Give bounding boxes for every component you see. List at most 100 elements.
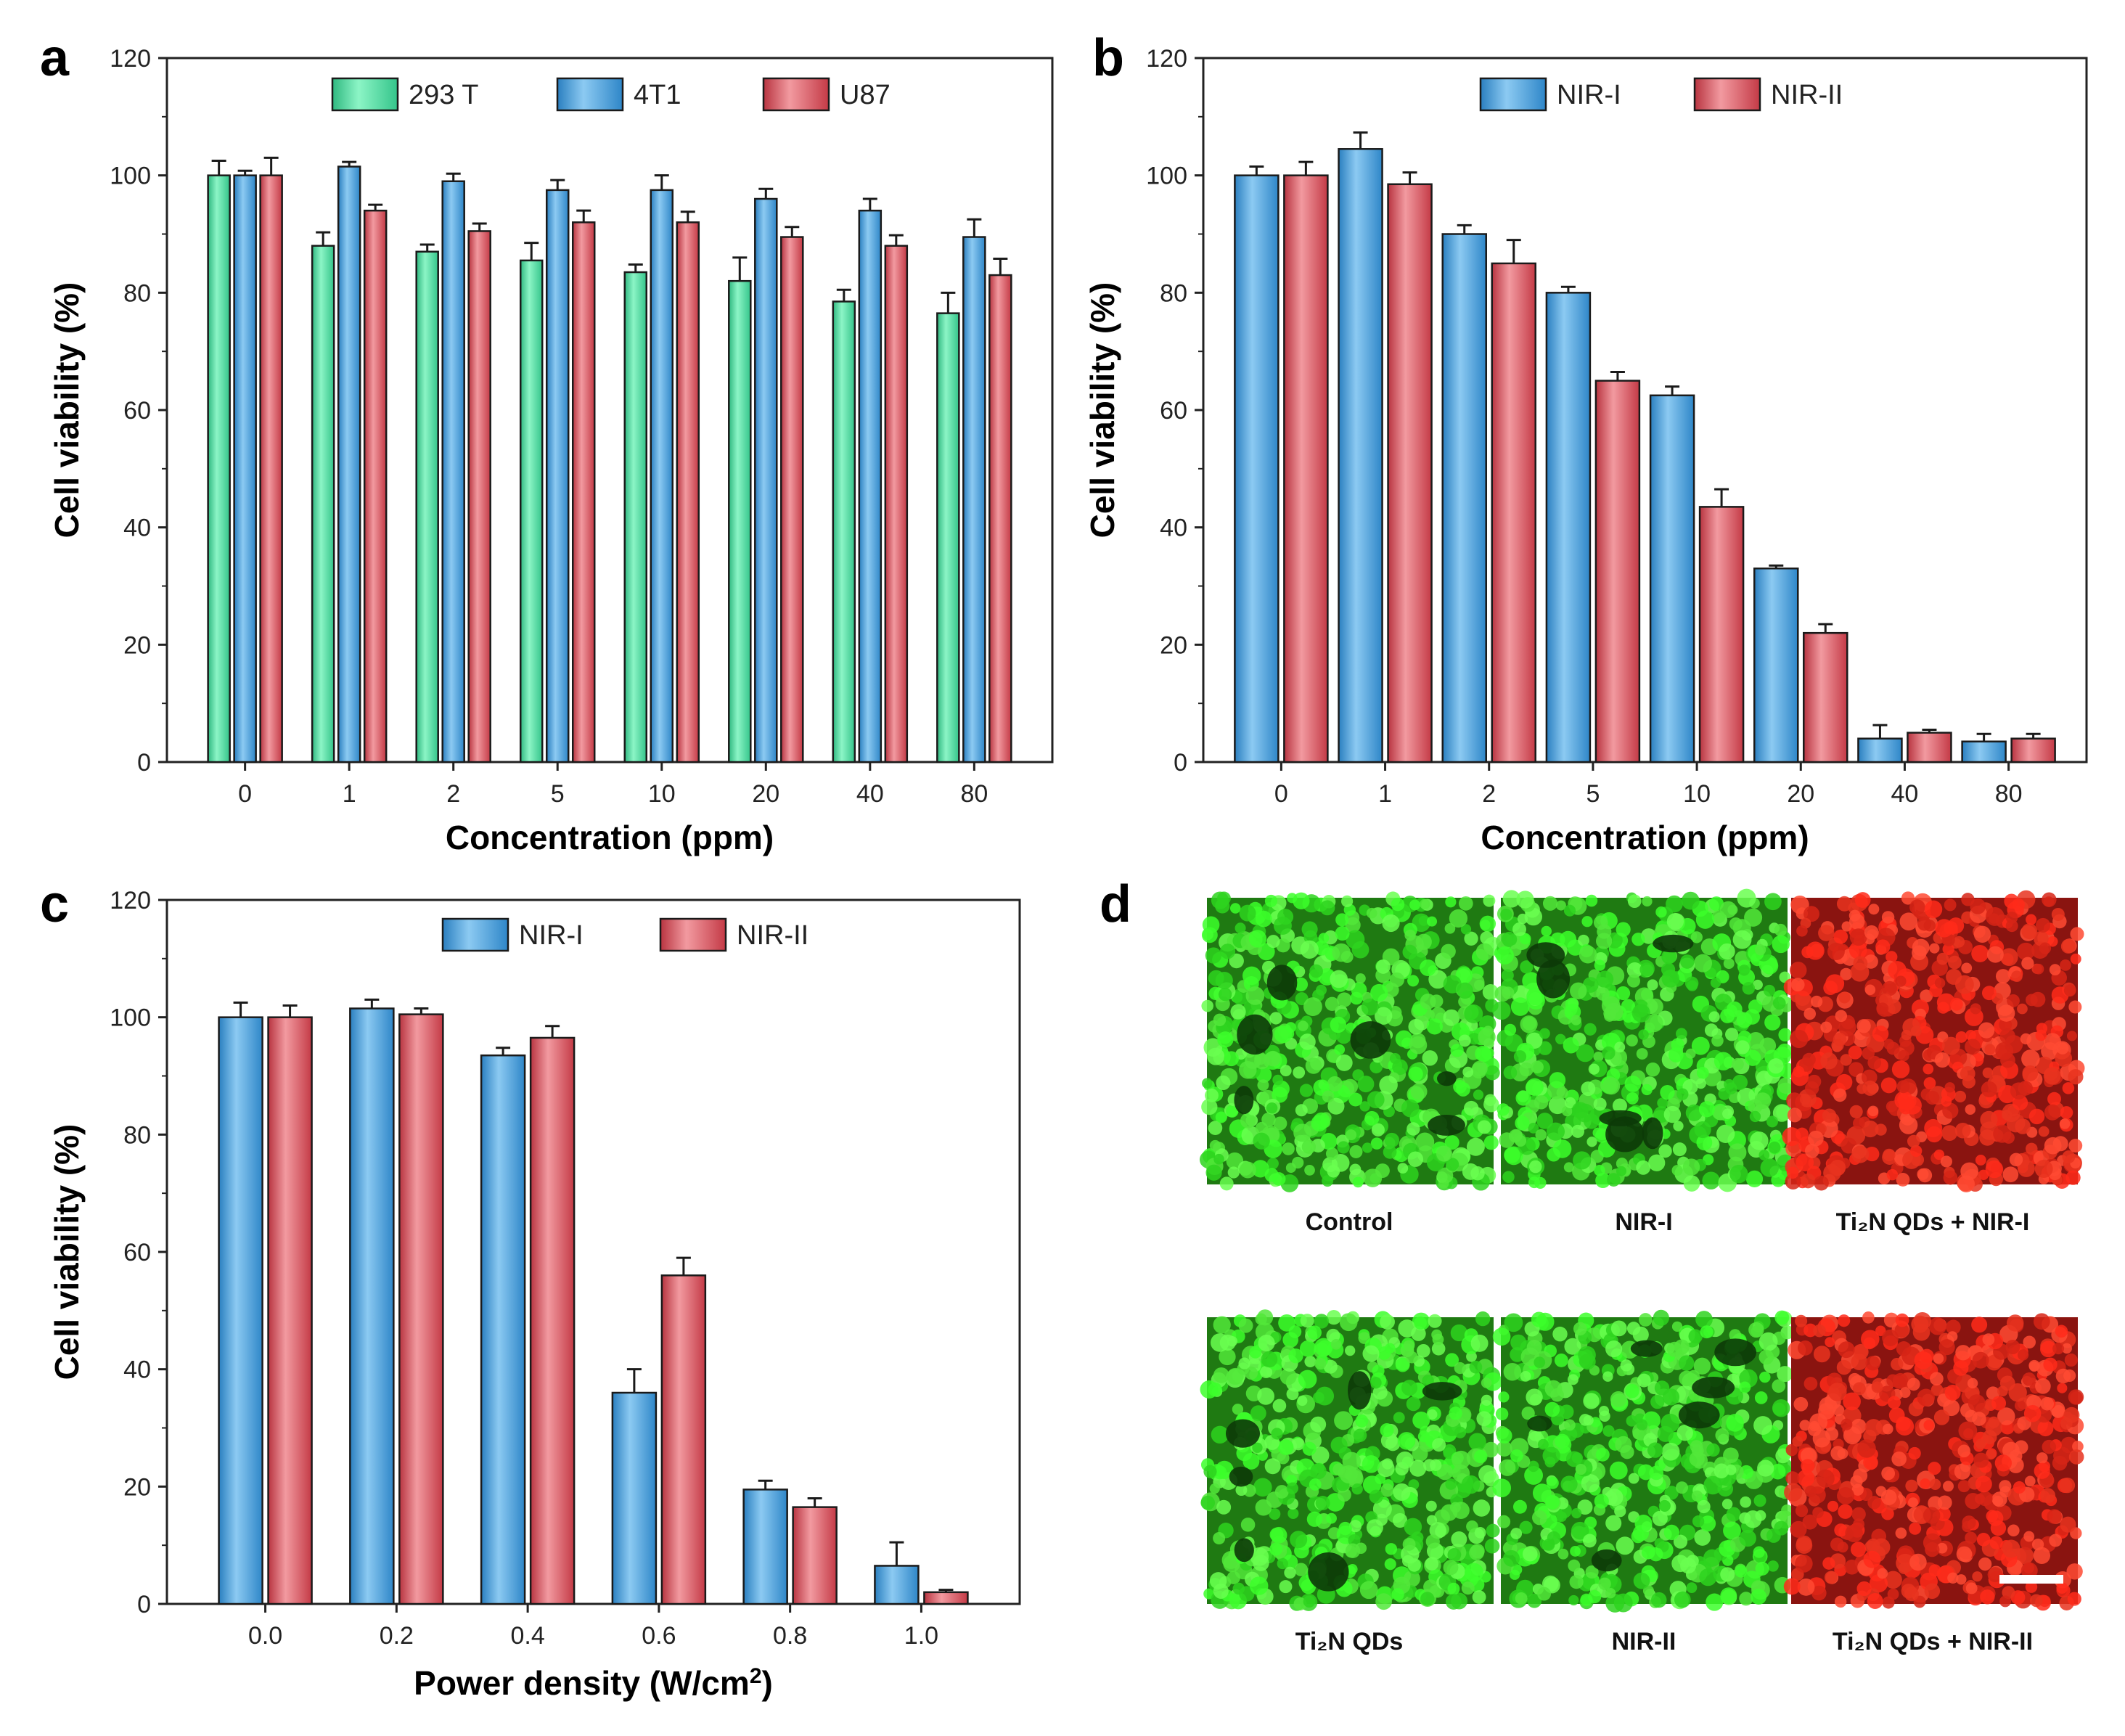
cell [1886, 1041, 1900, 1055]
cell [2062, 1150, 2076, 1163]
cell [1573, 1322, 1587, 1336]
cell [1307, 1325, 1322, 1340]
cell [1492, 1327, 1511, 1346]
cell [1984, 1044, 1996, 1055]
cell [1273, 1116, 1287, 1131]
cell [2035, 1029, 2047, 1041]
cell [1875, 1123, 1887, 1136]
cell [1722, 1108, 1733, 1120]
cell [1303, 997, 1322, 1017]
cell [1290, 1531, 1308, 1549]
cell [2012, 898, 2025, 912]
cell [1999, 1375, 2015, 1391]
cell [1971, 944, 1989, 962]
cell [2007, 1524, 2020, 1537]
cell [2009, 1152, 2023, 1167]
cell [1797, 1578, 1815, 1596]
dark-gap [1437, 1071, 1457, 1086]
cell [1239, 904, 1256, 922]
cell [1226, 1105, 1239, 1118]
cell [1463, 1100, 1479, 1116]
cell [2025, 1581, 2038, 1593]
legend-label: NIR-I [519, 920, 584, 951]
bar-nir-i [218, 1016, 263, 1605]
cell [1633, 1572, 1650, 1589]
cell [1891, 1451, 1907, 1467]
cell [1856, 1084, 1867, 1094]
cell [1504, 1023, 1517, 1036]
cell [1431, 1341, 1446, 1356]
cell [1379, 1076, 1398, 1094]
cell [1856, 1581, 1872, 1597]
cell [1474, 1526, 1486, 1539]
cell [1827, 1500, 1839, 1512]
cell [1563, 1419, 1576, 1431]
cell [1975, 1475, 1992, 1493]
cell [2040, 1340, 2057, 1358]
cell [1401, 1099, 1420, 1118]
cell [1896, 1080, 1910, 1094]
cell [1616, 986, 1631, 1001]
cell [1213, 1153, 1224, 1165]
cell [1801, 1173, 1816, 1189]
bar-nir-ii [1491, 262, 1536, 763]
cell [1690, 931, 1703, 943]
cell [1774, 923, 1788, 937]
cell [1711, 1034, 1724, 1047]
cell [1610, 1320, 1627, 1337]
cell [1994, 1454, 2012, 1472]
cell [2017, 942, 2035, 961]
cell [1655, 906, 1667, 918]
cell [1933, 1149, 1945, 1160]
cell [1772, 996, 1786, 1010]
dark-gap [1536, 959, 1571, 999]
cell [2021, 957, 2034, 970]
bar-4t1 [545, 189, 570, 763]
cell [1510, 1347, 1525, 1362]
cell [1215, 1460, 1234, 1479]
cell [1205, 1088, 1219, 1102]
cell [2002, 1441, 2020, 1459]
cell [1795, 1555, 1813, 1573]
cell [1332, 943, 1351, 962]
cell [1605, 1515, 1622, 1531]
cell [1557, 1548, 1569, 1560]
cell [1279, 1368, 1297, 1385]
cell [1257, 1079, 1269, 1092]
cell [1686, 1555, 1699, 1568]
cell [1909, 899, 1925, 915]
cell [1269, 1542, 1283, 1556]
cell [1295, 1104, 1308, 1117]
cell [1862, 1121, 1879, 1138]
bar-293-t [728, 279, 752, 763]
cell [1586, 1137, 1597, 1147]
cell [2044, 1033, 2061, 1051]
micrograph-label-ti2n-nir-ii: Ti₂N QDs + NIR-II [1833, 1628, 2033, 1655]
cell [2043, 1357, 2058, 1372]
cell [2067, 1592, 2081, 1606]
cell [1211, 1333, 1229, 1352]
cell [1502, 1171, 1515, 1183]
cell [1865, 1356, 1880, 1371]
cell [1632, 1326, 1649, 1343]
cell [1841, 1418, 1853, 1430]
cell [1367, 1091, 1385, 1109]
cell [1335, 1054, 1353, 1071]
cell [1796, 925, 1808, 937]
cell [1336, 1028, 1351, 1044]
dark-gap [1714, 1338, 1757, 1367]
cell [1631, 933, 1645, 946]
cell [1905, 1479, 1918, 1492]
panel-label-d: d [1100, 875, 1131, 933]
cell [1569, 1574, 1584, 1589]
cell [1965, 1409, 1978, 1422]
cell [1304, 1355, 1317, 1367]
cell [1585, 1565, 1599, 1579]
cell [1593, 1052, 1604, 1063]
dark-gap [1237, 1014, 1273, 1055]
legend-label: NIR-II [737, 920, 808, 951]
cell [1227, 1367, 1244, 1385]
plot-frame [165, 57, 1054, 763]
cell [1895, 975, 1907, 987]
